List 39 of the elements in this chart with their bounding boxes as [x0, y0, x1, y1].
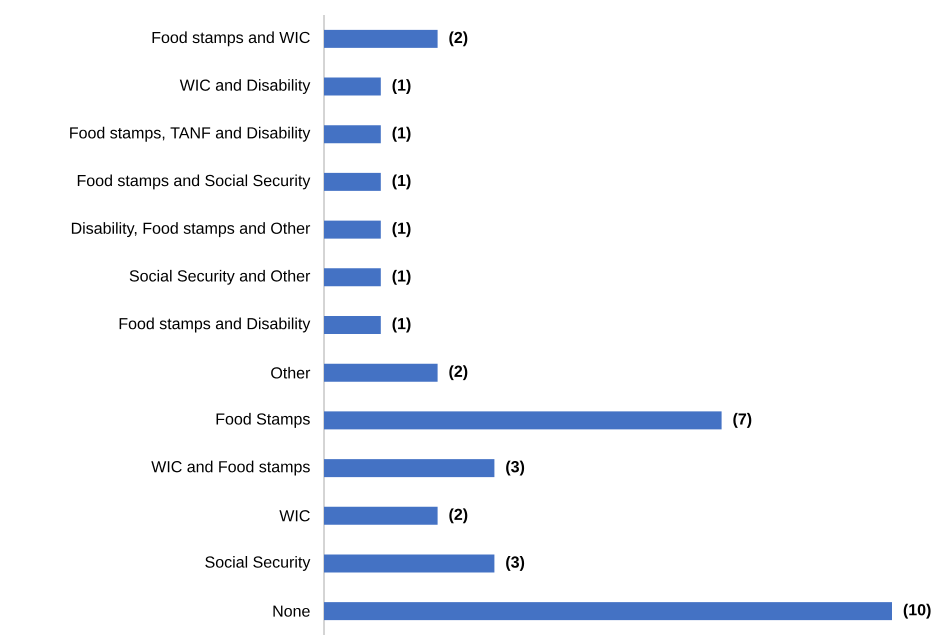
y-tick-label: WIC and Disability: [180, 79, 310, 94]
y-tick-label: Food stamps and WIC: [152, 31, 310, 46]
data-label: (1): [392, 318, 410, 332]
data-label: (1): [392, 222, 410, 238]
y-tick-label: WIC: [279, 510, 310, 522]
y-tick-label: Food stamps and Social Security: [78, 174, 310, 190]
bar: [324, 459, 494, 478]
data-label: (2): [449, 31, 468, 46]
bar: [324, 554, 494, 572]
y-tick-label: Food Stamps: [216, 412, 310, 428]
y-tick-label: WIC and Food stamps: [151, 460, 310, 476]
data-label: (1): [392, 270, 410, 285]
bar: [324, 364, 438, 382]
bar: [324, 506, 438, 525]
y-tick-label: Food stamps and Disability: [120, 318, 310, 332]
bar: [324, 78, 381, 96]
data-label: (1): [392, 174, 410, 190]
data-label: (10): [904, 604, 931, 619]
data-label: (2): [449, 365, 468, 380]
bar: [324, 125, 381, 144]
y-tick-label: Social Security: [205, 556, 310, 571]
data-label: (3): [506, 556, 524, 571]
y-tick-label: None: [273, 606, 310, 617]
bar: [324, 30, 438, 48]
data-label: (7): [733, 412, 752, 428]
y-tick-label: Social Security and Other: [130, 270, 310, 285]
y-tick-label: Disability, Food stamps and Other: [72, 222, 310, 238]
data-label: (1): [392, 126, 410, 142]
data-label: (3): [506, 460, 524, 476]
bar: [324, 316, 381, 334]
y-tick-label: Food stamps, TANF and Disability: [70, 126, 310, 142]
bar: [324, 268, 381, 286]
y-tick-label: Other: [271, 366, 310, 379]
data-label: (1): [392, 79, 410, 94]
bar: [324, 220, 381, 239]
data-label: (2): [449, 508, 468, 524]
bar: [324, 172, 381, 191]
bar: [324, 602, 892, 620]
bar: [324, 411, 722, 430]
